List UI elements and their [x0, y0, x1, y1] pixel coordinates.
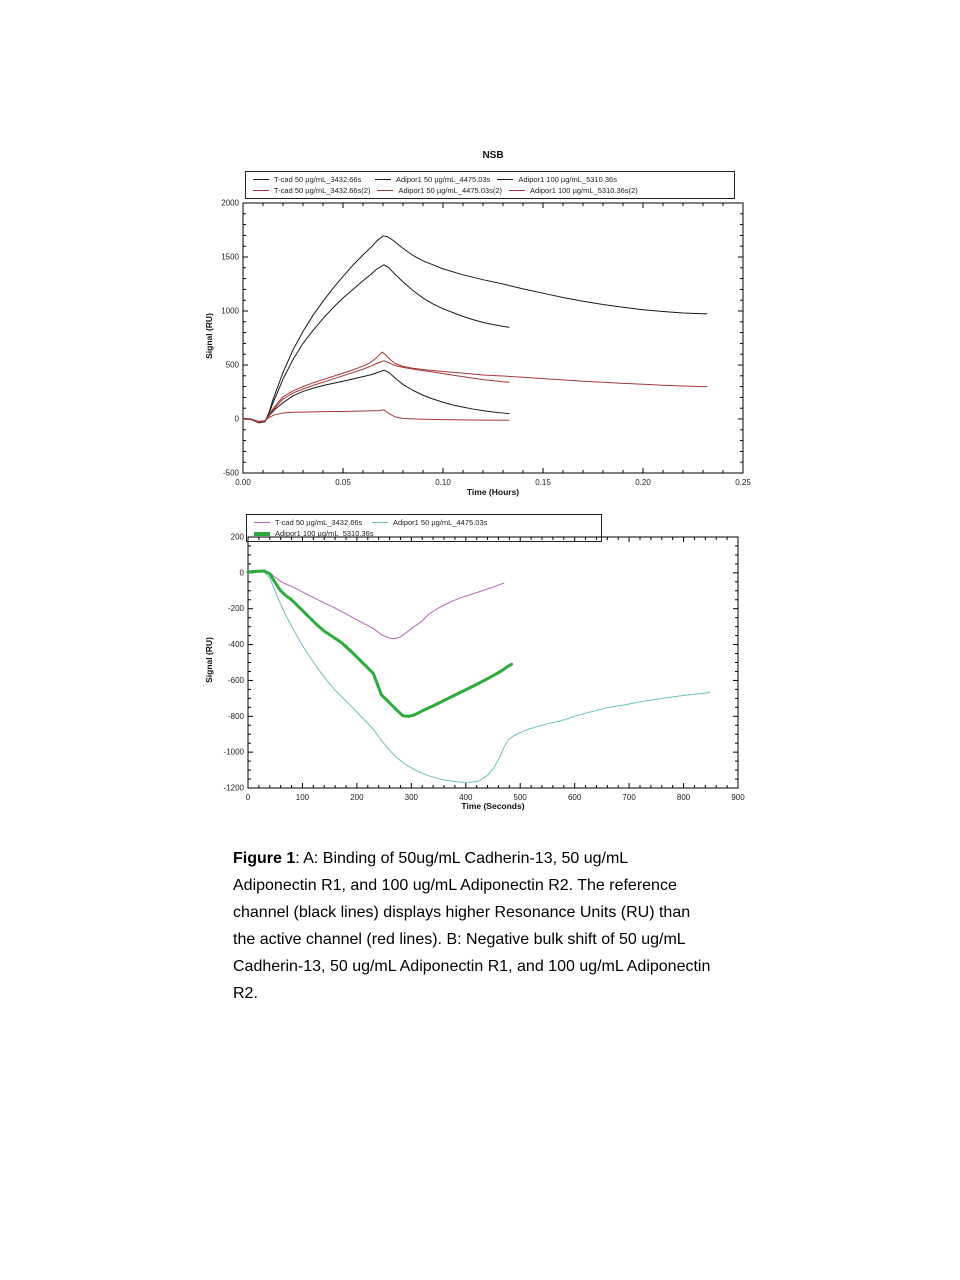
x-tick-label: 0.15	[535, 478, 551, 487]
legend-item: Adipor1 100 µg/mL_5310.36s	[490, 174, 617, 185]
plot-frame	[247, 536, 739, 789]
caption-line: Figure 1: A: Binding of 50ug/mL Cadherin…	[233, 845, 808, 872]
y-tick-label: -500	[223, 469, 240, 478]
chart-a-title: NSB	[482, 150, 504, 161]
series-line-1	[242, 235, 708, 424]
y-tick-label: -200	[228, 604, 245, 613]
legend-line-swatch	[253, 178, 269, 181]
legend-item: Adipor1 50 µg/mL_4475.03s	[365, 517, 487, 528]
legend-label: Adipor1 100 µg/mL_5310.36s	[518, 175, 617, 184]
x-tick-label: 100	[296, 793, 310, 802]
series-line-3	[242, 409, 510, 422]
legend-line-swatch	[509, 189, 526, 192]
chart-b-plot: 0 100 200 300 400 500 600 700 800 900 -1200 -1000 -8…	[224, 533, 746, 803]
x-tick-label: 0.20	[635, 478, 651, 487]
legend-line-swatch	[254, 531, 270, 536]
chart-a-x-axis-title: Time (Hours)	[466, 487, 520, 497]
caption-line-text: : A: Binding of 50ug/mL Cadherin-13, 50 …	[295, 850, 629, 867]
x-tick-label: 700	[622, 793, 636, 802]
legend-item: T-cad 50 µg/mL_3432.66s	[247, 517, 365, 528]
y-tick-label: -800	[228, 712, 245, 721]
x-tick-label: 900	[731, 793, 745, 802]
x-tick-label: 0.25	[735, 478, 751, 487]
y-tick-label: 2000	[221, 199, 239, 208]
legend-line-swatch	[253, 189, 269, 192]
series-line-1	[247, 570, 711, 783]
legend-line-swatch	[371, 521, 388, 524]
chart-b-y-axis-title: Signal (RU)	[204, 637, 214, 683]
legend-item: Adipor1 50 µg/mL_4475.03s(2)	[370, 185, 502, 196]
x-tick-label: 300	[405, 793, 419, 802]
legend-label: Adipor1 50 µg/mL_4475.03s(2)	[398, 186, 503, 195]
caption-line: R2.	[233, 985, 258, 1002]
legend-line-swatch	[497, 178, 514, 181]
chart-b-x-axis-title: Time (Seconds)	[461, 801, 525, 811]
x-tick-label: 0.05	[335, 478, 351, 487]
y-tick-label: 500	[226, 361, 240, 370]
chart-a-legend: T-cad 50 µg/mL_3432.66s Adipor1 50 µg/mL_…	[245, 171, 735, 199]
x-tick-label: 0.10	[435, 478, 451, 487]
legend-label: Adipor1 50 µg/mL_4475.03s	[392, 518, 488, 527]
y-tick-label: -1200	[224, 784, 245, 793]
legend-item: Adipor1 100 µg/mL_5310.36s	[247, 528, 374, 539]
x-tick-label: 400	[459, 793, 473, 802]
legend-label: T-cad 50 µg/mL_3432.66s(2)	[274, 186, 371, 195]
x-tick-label: 200	[350, 793, 364, 802]
legend-label: T-cad 50 µg/mL_3432.66s	[274, 175, 362, 184]
y-tick-label: 200	[231, 533, 245, 542]
chart-a-y-axis-title: Signal (RU)	[204, 313, 214, 359]
caption-line: Cadherin-13, 50 ug/mL Adiponectin R1, an…	[233, 958, 711, 975]
y-tick-label: -600	[228, 676, 245, 685]
legend-item: T-cad 50 µg/mL_3432.66s(2)	[246, 185, 370, 196]
x-tick-label: 500	[514, 793, 528, 802]
legend-label: Adipor1 100 µg/mL_5310.36s(2)	[530, 186, 638, 195]
x-tick-label: 0	[246, 793, 251, 802]
x-tick-label: 0.00	[235, 478, 251, 487]
plot-frame	[242, 202, 744, 474]
legend-item: Adipor1 100 µg/mL_5310.36s(2)	[502, 185, 638, 196]
caption-line: the active channel (red lines). B: Negat…	[233, 931, 686, 948]
figure-caption: Figure 1: A: Binding of 50ug/mL Cadherin…	[233, 845, 808, 1007]
legend-label: Adipor1 100 µg/mL_5310.36s	[275, 529, 374, 538]
series-line-0	[242, 369, 510, 423]
series-line-2	[246, 569, 514, 718]
legend-item: T-cad 50 µg/mL_3432.66s	[246, 174, 368, 185]
legend-label: T-cad 50 µg/mL_3432.66s	[275, 518, 363, 527]
series-line-4	[242, 351, 708, 423]
y-tick-label: 1000	[221, 307, 239, 316]
caption-line: channel (black lines) displays higher Re…	[233, 904, 691, 921]
series-line-2	[242, 264, 510, 424]
legend-line-swatch	[254, 521, 270, 524]
y-tick-label: -1000	[224, 748, 245, 757]
legend-line-swatch	[375, 178, 391, 181]
series-line-0	[247, 570, 505, 640]
series-line-5	[242, 360, 510, 423]
y-tick-label: -400	[228, 640, 245, 649]
caption-line: Adiponectin R1, and 100 ug/mL Adiponecti…	[233, 877, 677, 894]
legend-label: Adipor1 50 µg/mL_4475.03s	[396, 175, 491, 184]
y-tick-label: 1500	[221, 253, 239, 262]
caption-figure-label: Figure 1	[233, 850, 296, 867]
y-tick-label: 0	[235, 415, 240, 424]
legend-line-swatch	[377, 189, 394, 192]
y-tick-label: 0	[240, 568, 245, 577]
x-tick-label: 800	[677, 793, 691, 802]
chart-a-plot: 0.00 0.05 0.10 0.15 0.20 0.25 -500 0 500 1000 1500…	[221, 199, 751, 488]
x-tick-label: 600	[568, 793, 582, 802]
legend-item: Adipor1 50 µg/mL_4475.03s	[368, 174, 490, 185]
